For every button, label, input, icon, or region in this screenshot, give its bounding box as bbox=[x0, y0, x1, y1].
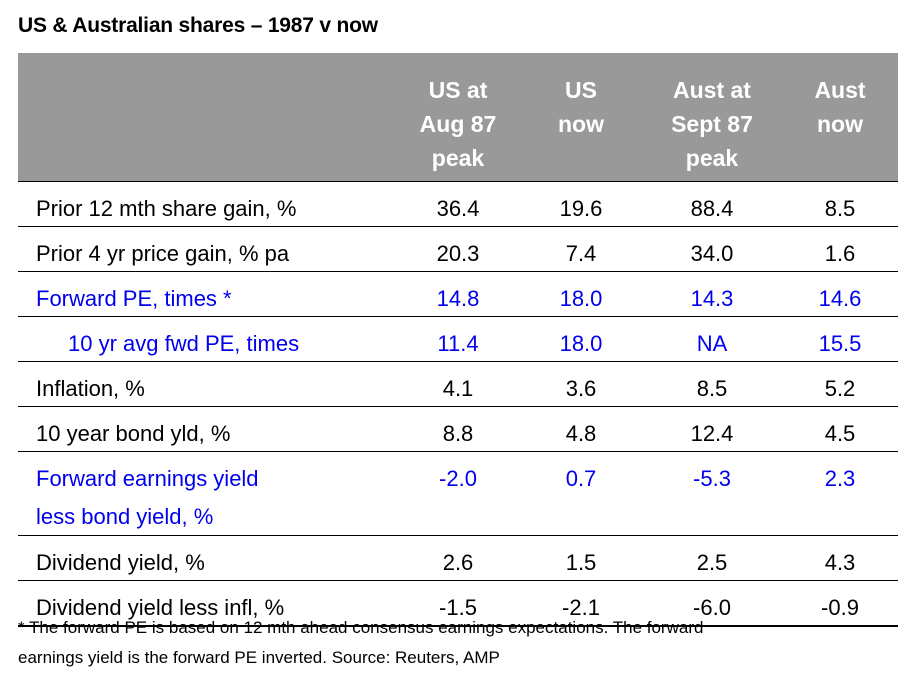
row-label: Dividend yield less infl, % bbox=[36, 595, 285, 620]
table-cell: 20.3 bbox=[436, 241, 480, 266]
table-cell: 2.3 bbox=[824, 466, 856, 491]
table-cell: 14.3 bbox=[690, 286, 734, 311]
table-cell: 1.5 bbox=[565, 550, 597, 575]
table-cell: -2.0 bbox=[439, 466, 477, 491]
table-row: Forward PE, times * 14.8 18.0 14.3 14.6 bbox=[18, 272, 898, 317]
page-title: US & Australian shares – 1987 v now bbox=[18, 14, 378, 37]
header-line: Aust at bbox=[673, 77, 751, 103]
table-header: US at Aug 87 peak US now Aust at Sept 87… bbox=[18, 53, 898, 182]
table-cell: -0.9 bbox=[821, 595, 859, 620]
table-cell: -6.0 bbox=[693, 595, 731, 620]
row-label: Inflation, % bbox=[36, 376, 145, 401]
table-cell: -2.1 bbox=[562, 595, 600, 620]
table-row: Forward earnings yield less bond yield, … bbox=[18, 452, 898, 536]
table-cell: 12.4 bbox=[690, 421, 734, 446]
row-label: Prior 4 yr price gain, % pa bbox=[36, 241, 290, 266]
header-us-now: US now bbox=[511, 73, 651, 141]
table-row: Inflation, % 4.1 3.6 8.5 5.2 bbox=[18, 362, 898, 407]
footnote-line: earnings yield is the forward PE inverte… bbox=[18, 648, 500, 667]
header-line: Aug 87 bbox=[419, 111, 497, 137]
row-label-line: Forward earnings yield bbox=[36, 466, 259, 491]
table-cell: 4.8 bbox=[565, 421, 597, 446]
table-cell: 2.5 bbox=[696, 550, 728, 575]
table-cell: 36.4 bbox=[436, 196, 480, 221]
header-line: Aust bbox=[814, 77, 866, 103]
header-line: peak bbox=[685, 145, 739, 171]
header-line: now bbox=[558, 111, 604, 137]
header-line: peak bbox=[431, 145, 485, 171]
table-cell: 11.4 bbox=[437, 331, 479, 356]
table-cell: 18.0 bbox=[559, 286, 603, 311]
table-row: Prior 12 mth share gain, % 36.4 19.6 88.… bbox=[18, 182, 898, 227]
table-cell: 8.5 bbox=[696, 376, 728, 401]
header-line: US at bbox=[428, 77, 488, 103]
table-cell: 5.2 bbox=[824, 376, 856, 401]
row-label: 10 yr avg fwd PE, times bbox=[68, 331, 300, 356]
header-aust-sept87: Aust at Sept 87 peak bbox=[642, 73, 782, 175]
table-cell: 4.5 bbox=[824, 421, 856, 446]
table-cell: NA bbox=[696, 331, 728, 356]
header-line: now bbox=[817, 111, 863, 137]
row-label: Forward PE, times * bbox=[36, 286, 232, 311]
table-cell: 88.4 bbox=[690, 196, 734, 221]
table-cell: 18.0 bbox=[559, 331, 603, 356]
table-cell: 8.8 bbox=[442, 421, 474, 446]
header-aust-now: Aust now bbox=[770, 73, 910, 141]
table-cell: 7.4 bbox=[565, 241, 597, 266]
table-cell: 14.8 bbox=[436, 286, 480, 311]
table-cell: 4.3 bbox=[824, 550, 856, 575]
table-cell: 4.1 bbox=[442, 376, 474, 401]
table-cell: 2.6 bbox=[442, 550, 474, 575]
table-cell: 19.6 bbox=[559, 196, 603, 221]
row-label: 10 year bond yld, % bbox=[36, 421, 231, 446]
footnote-line: * The forward PE is based on 12 mth ahea… bbox=[18, 618, 704, 637]
row-label: Dividend yield, % bbox=[36, 550, 205, 575]
row-label: Forward earnings yield less bond yield, … bbox=[36, 460, 259, 536]
table-cell: -5.3 bbox=[693, 466, 731, 491]
table-cell: 0.7 bbox=[565, 466, 597, 491]
table-cell: 34.0 bbox=[690, 241, 734, 266]
table-row: Dividend yield less infl, % -1.5 -2.1 -6… bbox=[18, 581, 898, 625]
table-cell: 14.6 bbox=[818, 286, 862, 311]
table-cell: -1.5 bbox=[439, 595, 477, 620]
table-row: Dividend yield, % 2.6 1.5 2.5 4.3 bbox=[18, 536, 898, 581]
header-line: US bbox=[565, 77, 597, 103]
footnote: * The forward PE is based on 12 mth ahea… bbox=[18, 613, 898, 673]
table-row: 10 yr avg fwd PE, times 11.4 18.0 NA 15.… bbox=[18, 317, 898, 362]
table-cell: 8.5 bbox=[824, 196, 856, 221]
table-cell: 1.6 bbox=[824, 241, 856, 266]
row-label: Prior 12 mth share gain, % bbox=[36, 196, 297, 221]
header-line: Sept 87 bbox=[671, 111, 753, 137]
row-label-line: less bond yield, % bbox=[36, 504, 214, 529]
table-row: Prior 4 yr price gain, % pa 20.3 7.4 34.… bbox=[18, 227, 898, 272]
table-cell: 3.6 bbox=[565, 376, 597, 401]
header-us-aug87: US at Aug 87 peak bbox=[388, 73, 528, 175]
comparison-table: US at Aug 87 peak US now Aust at Sept 87… bbox=[18, 53, 898, 627]
table-cell: 15.5 bbox=[818, 331, 862, 356]
table-row: 10 year bond yld, % 8.8 4.8 12.4 4.5 bbox=[18, 407, 898, 452]
